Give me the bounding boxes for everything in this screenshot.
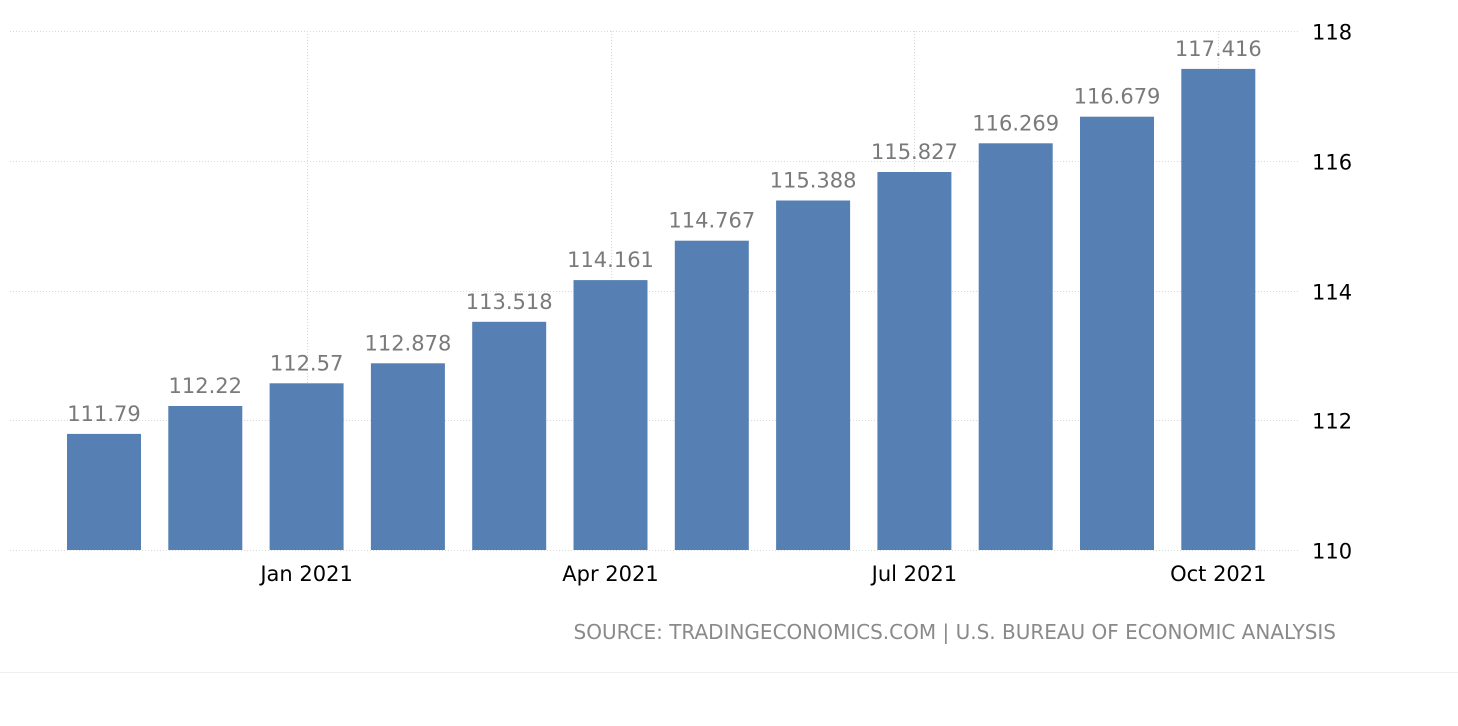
bar <box>674 240 749 550</box>
bar <box>573 280 648 550</box>
bar <box>269 383 344 550</box>
bar <box>370 363 445 550</box>
bar-value-label: 116.269 <box>972 111 1059 135</box>
bar <box>1080 116 1154 550</box>
y-tick-label: 112 <box>1312 410 1352 434</box>
bar <box>472 321 547 550</box>
bar-layer <box>67 68 1256 551</box>
y-axis-ticks: 110 112 114 116 118 <box>1312 21 1352 564</box>
y-tick-label: 116 <box>1312 151 1352 175</box>
bar-value-label: 114.767 <box>668 209 755 233</box>
bar-value-label: 114.161 <box>567 248 654 272</box>
bar-value-label: 112.57 <box>270 351 343 375</box>
x-tick-label: Jan 2021 <box>258 562 353 586</box>
x-tick-label: Oct 2021 <box>1170 562 1266 586</box>
bar <box>168 406 243 550</box>
bar <box>978 143 1053 551</box>
value-label-layer: 111.79 112.22 112.57 112.878 113.518 114.161 1… <box>67 37 1261 426</box>
bar <box>877 172 952 550</box>
bar-value-label: 113.518 <box>466 290 553 314</box>
bar-value-label: 111.79 <box>67 402 140 426</box>
bar-value-label: 115.827 <box>871 140 958 164</box>
bar-value-label: 117.416 <box>1175 37 1262 61</box>
y-tick-label: 118 <box>1312 21 1352 45</box>
bar <box>67 433 141 550</box>
y-tick-label: 110 <box>1312 540 1352 564</box>
x-tick-label: Apr 2021 <box>562 562 658 586</box>
bar <box>1181 68 1256 551</box>
x-tick-label: Jul 2021 <box>870 562 957 586</box>
y-tick-label: 114 <box>1312 281 1352 305</box>
bar-value-label: 116.679 <box>1074 85 1161 109</box>
bar-value-label: 112.878 <box>364 331 451 355</box>
x-axis-ticks: Jan 2021 Apr 2021 Jul 2021 Oct 2021 <box>258 562 1266 586</box>
divider <box>0 672 1458 673</box>
bar-value-label: 115.388 <box>770 169 857 193</box>
bar <box>776 200 851 550</box>
bar-value-label: 112.22 <box>169 374 242 398</box>
source-attribution: SOURCE: TRADINGECONOMICS.COM | U.S. BURE… <box>573 620 1336 644</box>
